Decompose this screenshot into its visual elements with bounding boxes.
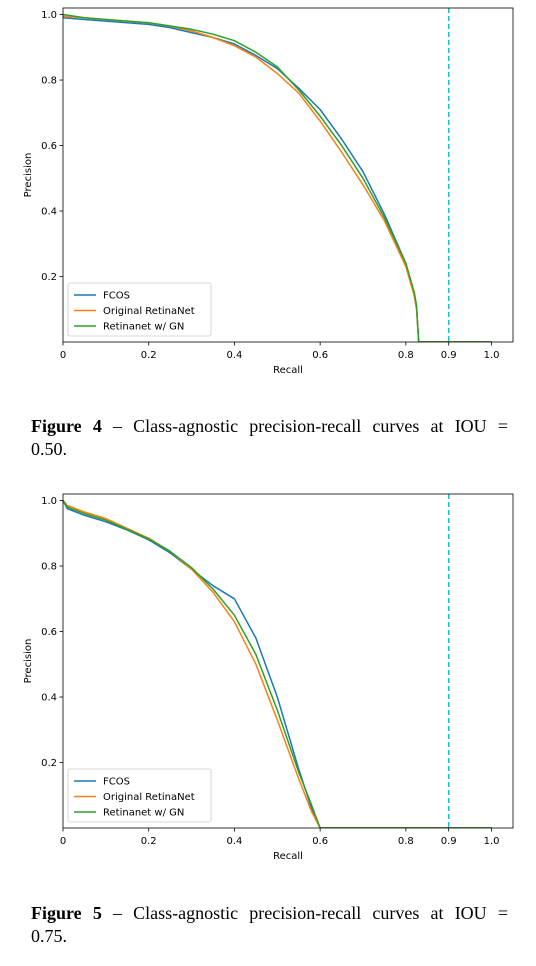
fig5-legend-label: Retinanet w/ GN [103,808,184,819]
figure-5-caption-text-2: 0.75. [31,926,67,946]
fig4-legend-label: FCOS [103,291,130,302]
fig5-x-tick-label: 0.8 [398,836,414,847]
figure-5-label: Figure 5 [31,903,102,923]
fig5-x-tick-label: 0.2 [141,836,157,847]
fig4-legend-label: Retinanet w/ GN [103,322,184,333]
fig4-x-tick-label: 1.0 [484,350,500,361]
fig4-x-tick-label: 0.4 [226,350,242,361]
fig4-axes-frame [62,7,514,343]
fig4-legend-label: Original RetinaNet [103,306,195,317]
fig5-x-tick-label: 0 [60,836,66,847]
fig5-y-tick-label: 0.2 [41,758,57,769]
fig4-x-tick-label: 0.9 [441,350,457,361]
fig4-legend [67,282,212,337]
chart-figure-5: 0 0.2 0.4 0.6 0.8 0.9 1.0 0.2 0.4 0.6 0.8 1.0 Recall… [23,493,514,862]
figure-5-caption: Figure 5 – Class-agnostic precision-reca… [31,902,508,948]
fig5-x-axis-label: Recall [273,851,303,862]
figure-4-caption-text: – Class-agnostic precision-recall curves… [113,416,508,436]
fig4-y-tick-label: 0.8 [41,76,57,87]
chart-figure-4: 0 0.2 0.4 0.6 0.8 0.9 1.0 0.2 0.4 0.6 0.8 1.0 Recall… [23,7,514,376]
fig4-x-tick-label: 0.8 [398,350,414,361]
fig5-y-tick-label: 0.8 [41,562,57,573]
fig4-y-tick-label: 1.0 [41,10,57,21]
fig5-series-original-retinanet [63,500,492,828]
fig4-y-axis-label: Precision [23,153,34,198]
fig4-y-tick-label: 0.6 [41,141,57,152]
fig5-x-tick-label: 0.4 [226,836,242,847]
fig4-x-axis-label: Recall [273,365,303,376]
fig4-y-tick-label: 0.2 [41,272,57,283]
fig5-axes-frame [62,493,514,829]
fig5-x-tick-label: 0.6 [312,836,328,847]
fig4-x-tick-label: 0 [60,350,66,361]
figure-4-caption: Figure 4 – Class-agnostic precision-reca… [31,415,508,461]
figure-4-caption-text-2: 0.50. [31,439,67,459]
fig5-legend [67,768,212,823]
fig5-y-tick-label: 0.4 [41,693,57,704]
fig5-x-tick-label: 1.0 [484,836,500,847]
fig5-series-retinanet-w-gn [63,500,492,828]
fig5-x-tick-label: 0.9 [441,836,457,847]
fig5-legend-label: Original RetinaNet [103,792,195,803]
fig4-series-retinanet-w-gn [63,13,492,342]
fig4-y-tick-label: 0.4 [41,207,57,218]
fig5-y-tick-label: 1.0 [41,496,57,507]
fig5-legend-label: FCOS [103,777,130,788]
figure-5-caption-text: – Class-agnostic precision-recall curves… [113,903,508,923]
fig5-y-axis-label: Precision [23,639,34,684]
fig5-y-tick-label: 0.6 [41,627,57,638]
fig4-x-tick-label: 0.2 [141,350,157,361]
fig4-x-tick-label: 0.6 [312,350,328,361]
figure-4-label: Figure 4 [31,416,102,436]
